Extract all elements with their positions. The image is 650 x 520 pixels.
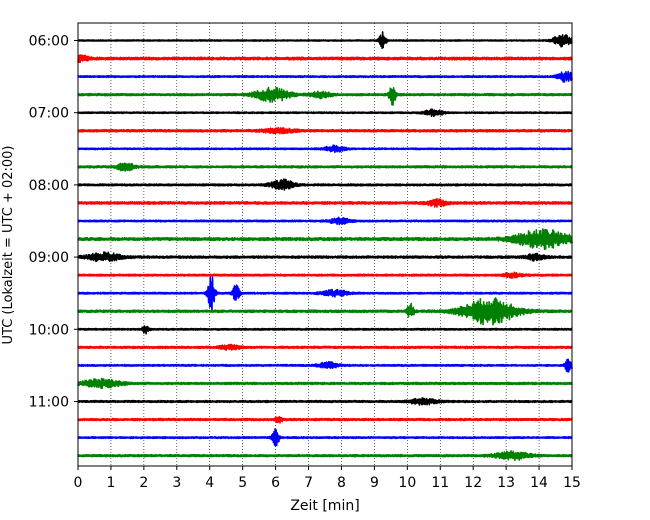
x-tick-label: 7: [304, 475, 313, 491]
x-tick-label: 9: [370, 475, 379, 491]
x-tick-label: 3: [172, 475, 181, 491]
seismic-trace: [77, 271, 573, 279]
seismic-trace: [77, 54, 573, 64]
seismic-trace: [77, 162, 573, 172]
x-tick-label: 6: [271, 475, 280, 491]
x-tick-label: 10: [398, 475, 416, 491]
seismic-trace: [77, 251, 573, 263]
y-tick-label: 06:00: [29, 34, 69, 50]
trace-lines: [77, 31, 573, 462]
x-tick-label: 15: [563, 475, 581, 491]
x-tick-label: 13: [497, 475, 515, 491]
seismic-trace: [77, 216, 573, 226]
seismic-trace: [77, 198, 573, 208]
x-tick-label: 14: [530, 475, 548, 491]
grid-lines: [110, 23, 540, 466]
seismic-trace: [77, 377, 573, 390]
y-tick-label: 07:00: [29, 106, 69, 122]
y-tick-label: 11:00: [29, 395, 69, 411]
seismic-trace: [77, 428, 573, 447]
x-axis-label: Zeit [min]: [290, 498, 359, 514]
x-tick-label: 5: [238, 475, 247, 491]
seismic-trace: [77, 397, 573, 406]
seismic-trace: [77, 70, 573, 83]
x-tick-label: 4: [205, 475, 214, 491]
seismic-trace: [77, 178, 573, 191]
plot-area-frame: [77, 22, 573, 467]
seismic-trace: [77, 86, 573, 106]
seismic-trace: [77, 144, 573, 154]
seismic-trace: [77, 31, 573, 50]
seismic-trace: [77, 126, 573, 135]
x-tick-label: 1: [106, 475, 115, 491]
seismic-trace: [77, 325, 573, 335]
x-tick-label: 11: [431, 475, 449, 491]
y-tick-label: 10:00: [29, 322, 69, 338]
seismic-trace: [77, 108, 573, 118]
seismic-trace: [77, 358, 573, 373]
x-tick-label: 12: [464, 475, 482, 491]
y-axis-ticks: 06:00 07:00 08:00 09:00 10:00 11:00: [29, 34, 78, 411]
x-tick-label: 0: [74, 475, 83, 491]
seismic-trace: [77, 415, 573, 424]
x-tick-label: 2: [139, 475, 148, 491]
seismic-trace: [77, 276, 573, 313]
seismic-trace: [77, 343, 573, 351]
y-axis-label: UTC (Lokalzeit = UTC + 02:00): [1, 146, 16, 345]
x-axis-ticks: 0 1 2 3 4 5 6 7 8 9 10 11 12 13 14 15: [74, 466, 581, 491]
seismic-trace: [77, 228, 573, 251]
y-tick-label: 09:00: [29, 250, 69, 266]
x-tick-label: 8: [337, 475, 346, 491]
seismic-trace: [77, 297, 573, 326]
y-tick-label: 08:00: [29, 178, 69, 194]
seismic-trace: [77, 450, 573, 462]
